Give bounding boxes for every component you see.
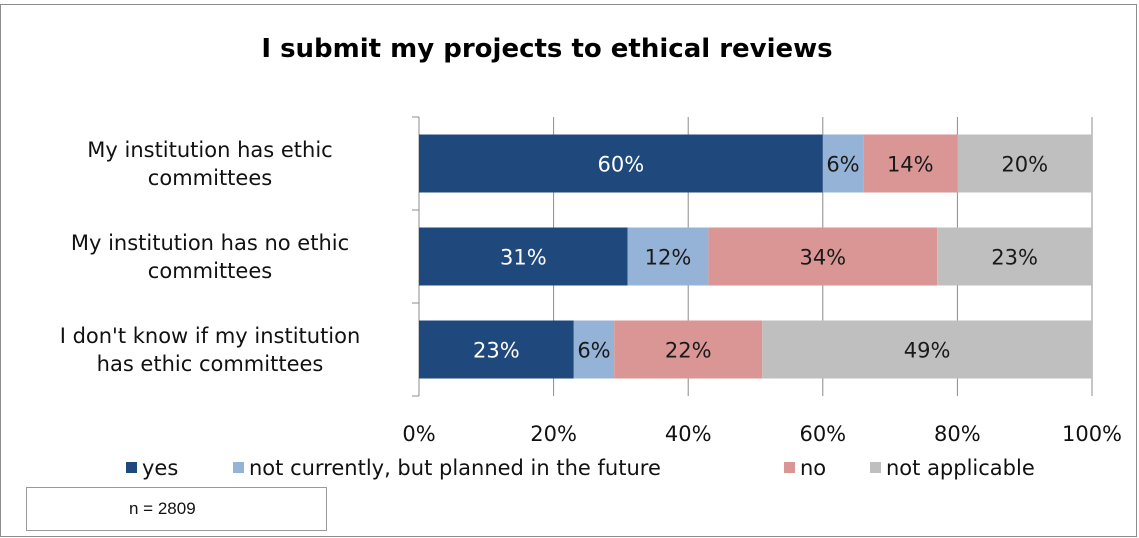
legend-item: yes bbox=[126, 454, 178, 482]
bar-segment bbox=[419, 134, 823, 193]
bar-segment bbox=[573, 320, 615, 379]
legend-label: not currently, but planned in the future bbox=[249, 456, 661, 480]
category-label: My institution has no ethic committees bbox=[20, 229, 400, 285]
category-label: I don't know if my institution has ethic … bbox=[20, 322, 400, 378]
data-label: 12% bbox=[645, 246, 692, 270]
x-tick-label: 20% bbox=[530, 422, 577, 446]
bar-segment bbox=[419, 320, 574, 379]
legend-swatch bbox=[126, 462, 137, 473]
bar-segment bbox=[627, 227, 709, 286]
category-label-line: has ethic committees bbox=[96, 351, 324, 376]
sample-size-note: n = 2809 bbox=[26, 487, 327, 531]
bar-segment bbox=[822, 134, 864, 193]
legend-label: not applicable bbox=[886, 456, 1035, 480]
category-label-line: My institution has no ethic bbox=[70, 230, 350, 255]
legend-label: yes bbox=[142, 456, 179, 480]
data-label: 22% bbox=[665, 339, 712, 363]
category-label: My institution has ethic committees bbox=[20, 136, 400, 192]
bar-segment bbox=[762, 320, 1092, 379]
data-label: 23% bbox=[991, 246, 1038, 270]
category-label-line: committees bbox=[147, 258, 273, 283]
legend-swatch bbox=[233, 462, 244, 473]
data-label: 20% bbox=[1001, 153, 1048, 177]
legend-item: not applicable bbox=[870, 454, 1035, 482]
category-label-line: I don't know if my institution bbox=[59, 323, 361, 348]
legend-item: not currently, but planned in the future bbox=[233, 454, 661, 482]
data-label: 49% bbox=[904, 339, 951, 363]
legend-swatch bbox=[870, 462, 881, 473]
bar-segment bbox=[614, 320, 763, 379]
x-tick-label: 60% bbox=[799, 422, 846, 446]
x-tick-label: 80% bbox=[934, 422, 981, 446]
data-label: 31% bbox=[500, 246, 547, 270]
data-label: 6% bbox=[577, 339, 610, 363]
legend-swatch bbox=[784, 462, 795, 473]
data-label: 23% bbox=[473, 339, 520, 363]
chart-title: I submit my projects to ethical reviews bbox=[261, 34, 833, 64]
x-tick-label: 40% bbox=[665, 422, 712, 446]
legend-label: no bbox=[800, 456, 827, 480]
category-label-line: committees bbox=[147, 165, 273, 190]
legend-item: no bbox=[784, 454, 826, 482]
data-label: 14% bbox=[887, 153, 934, 177]
bar-segment bbox=[937, 227, 1092, 286]
category-label-line: My institution has ethic bbox=[87, 137, 333, 162]
bar-segment bbox=[863, 134, 958, 193]
bar-segment bbox=[957, 134, 1092, 193]
bar-segment bbox=[419, 227, 628, 286]
x-tick-label: 0% bbox=[402, 422, 435, 446]
data-label: 60% bbox=[598, 153, 645, 177]
x-tick-label: 100% bbox=[1062, 422, 1122, 446]
data-label: 6% bbox=[826, 153, 859, 177]
data-label: 34% bbox=[799, 246, 846, 270]
chart-legend: yes not currently, but planned in the fut… bbox=[0, 454, 1139, 484]
bar-segment bbox=[708, 227, 938, 286]
